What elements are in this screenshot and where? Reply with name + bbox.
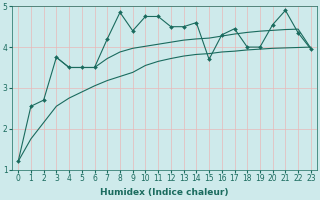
X-axis label: Humidex (Indice chaleur): Humidex (Indice chaleur): [100, 188, 229, 197]
